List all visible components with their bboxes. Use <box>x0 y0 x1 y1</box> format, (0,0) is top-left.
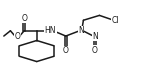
Text: O: O <box>92 46 98 55</box>
Text: N: N <box>78 26 84 35</box>
Text: O: O <box>21 14 27 23</box>
Text: N: N <box>92 32 98 41</box>
Text: O: O <box>63 46 69 55</box>
Text: Cl: Cl <box>112 16 119 25</box>
Text: O: O <box>14 32 20 41</box>
Text: HN: HN <box>45 26 56 35</box>
